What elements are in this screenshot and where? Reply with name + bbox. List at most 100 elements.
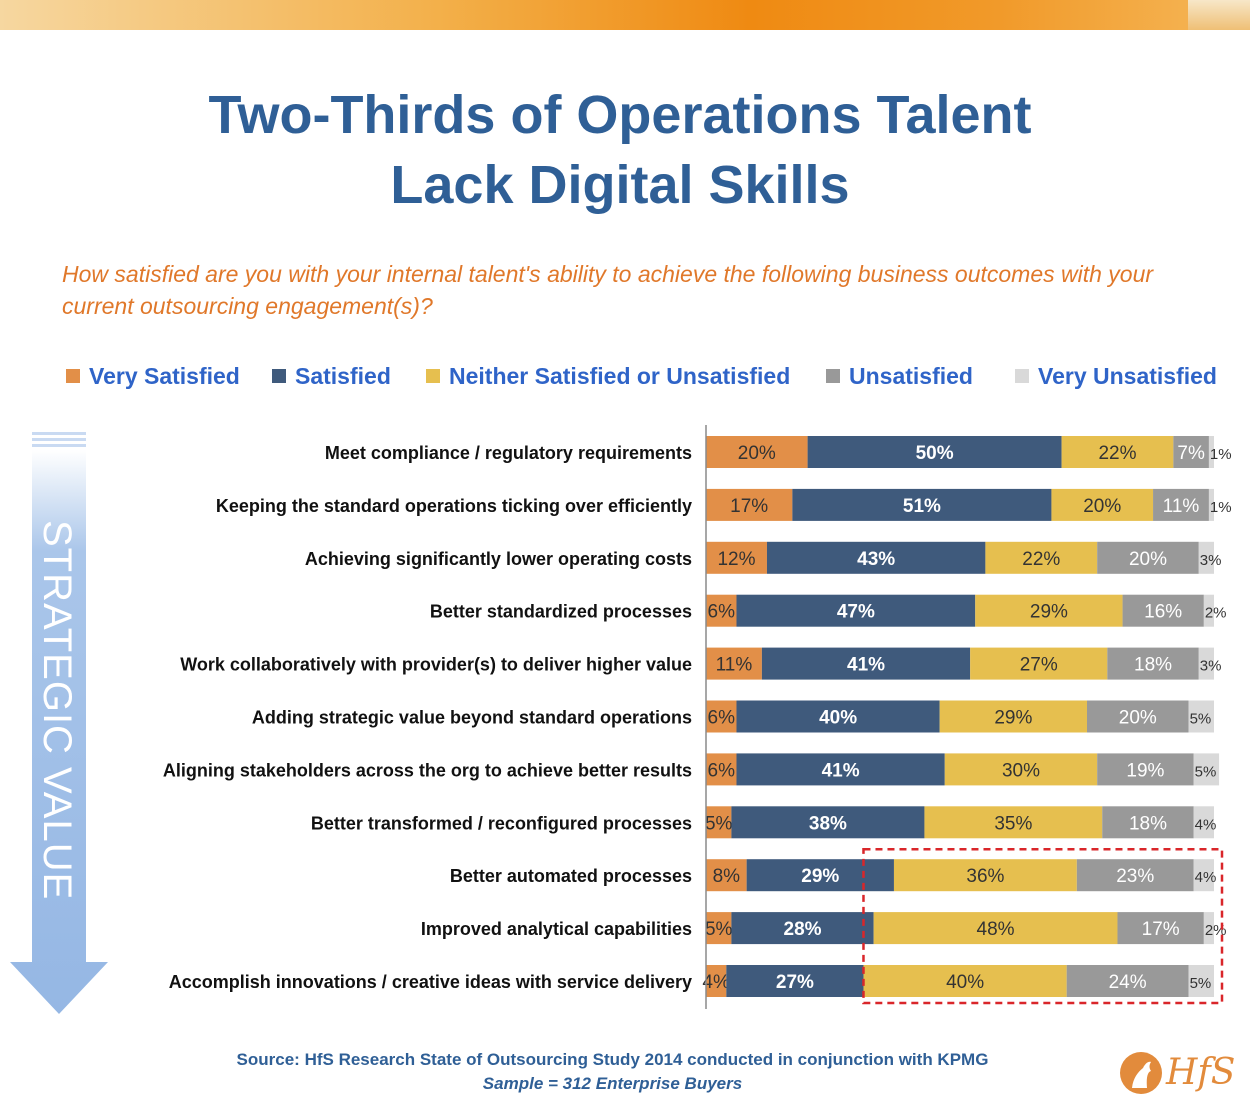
bar-segment	[1208, 436, 1214, 468]
bar-segment	[731, 912, 874, 945]
data-label: 29%	[801, 866, 839, 887]
bar-segment	[1173, 436, 1209, 468]
data-label: 12%	[717, 549, 755, 570]
data-label: 17%	[1142, 919, 1180, 940]
bar-segment	[1203, 912, 1214, 945]
data-label: 48%	[977, 919, 1015, 940]
legend-item: Satisfied	[272, 360, 391, 392]
legend-item: Unsatisfied	[826, 360, 973, 392]
bar-segment	[939, 700, 1087, 733]
data-label: 38%	[809, 813, 847, 834]
data-label: 4%	[1195, 869, 1217, 886]
data-label: 24%	[1109, 972, 1147, 993]
legend-swatch	[1015, 369, 1029, 383]
bar-segment	[1051, 488, 1154, 521]
bar-segment	[706, 859, 747, 892]
bar-segment	[736, 753, 945, 786]
bar-segment	[924, 806, 1103, 839]
legend-swatch	[426, 369, 440, 383]
bar-segment	[970, 647, 1108, 680]
data-label: 27%	[776, 972, 814, 993]
data-label: 17%	[730, 496, 768, 517]
bar-segment	[1117, 912, 1204, 945]
data-label: 36%	[966, 866, 1004, 887]
bar-segment	[706, 806, 732, 839]
page-title: Two-Thirds of Operations Talent Lack Dig…	[0, 80, 1240, 220]
bar-segment	[706, 436, 808, 468]
highlight-box	[862, 847, 1224, 1005]
hfs-logo-mark-icon	[1120, 1052, 1162, 1094]
bar-segment	[1066, 965, 1189, 997]
data-label: 40%	[819, 708, 857, 729]
bar-segment	[1087, 700, 1189, 733]
category-label: Adding strategic value beyond standard o…	[252, 708, 692, 728]
bar-segment	[706, 753, 737, 786]
legend-item: Neither Satisfied or Unsatisfied	[426, 360, 790, 392]
bar-segment	[1193, 753, 1220, 786]
legend-label: Very Satisfied	[89, 362, 240, 389]
legend-label: Very Unsatisfied	[1038, 362, 1217, 389]
legend-swatch	[272, 369, 286, 383]
data-label: 1%	[1210, 499, 1232, 516]
bar-segment	[1076, 859, 1194, 892]
bar-segment	[1193, 806, 1214, 839]
bar-segment	[746, 859, 894, 892]
legend-label: Unsatisfied	[849, 362, 973, 389]
legend-swatch	[66, 369, 80, 383]
data-label: 1%	[1210, 446, 1232, 463]
data-label: 43%	[857, 549, 895, 570]
category-label: Better standardized processes	[430, 602, 692, 622]
legend-item: Very Satisfied	[66, 360, 240, 392]
data-label: 5%	[705, 919, 733, 940]
bar-segment	[706, 541, 767, 574]
data-label: 2%	[1205, 922, 1227, 939]
top-banner	[0, 0, 1250, 30]
data-label: 3%	[1200, 658, 1222, 675]
bar-segment	[1153, 488, 1209, 521]
data-label: 51%	[903, 496, 941, 517]
top-banner-cap	[1188, 0, 1250, 30]
category-label: Better automated processes	[450, 866, 692, 886]
category-label: Aligning stakeholders across the org to …	[163, 760, 692, 780]
data-label: 4%	[1195, 816, 1217, 833]
data-label: 50%	[916, 443, 954, 464]
bar-segment	[736, 594, 976, 627]
legend-label: Satisfied	[295, 362, 391, 389]
category-label: Accomplish innovations / creative ideas …	[169, 972, 692, 992]
bar-segment	[944, 753, 1098, 786]
data-label: 29%	[1030, 602, 1068, 623]
bar-segment	[863, 965, 1067, 997]
strategic-value-arrow	[10, 432, 108, 1014]
strategic-value-label: STRATEGIC VALUE	[35, 520, 79, 901]
data-label: 27%	[1020, 655, 1058, 676]
category-label: Achieving significantly lower operating …	[305, 549, 692, 569]
title-line-1: Two-Thirds of Operations Talent	[208, 85, 1032, 145]
bar-segment	[1188, 700, 1214, 733]
data-label: 35%	[994, 813, 1032, 834]
bar-segment	[1203, 594, 1214, 627]
survey-question: How satisfied are you with your internal…	[62, 261, 1154, 319]
hfs-logo: HfS	[1118, 1050, 1238, 1096]
data-label: 4%	[702, 972, 730, 993]
data-label: 41%	[847, 655, 885, 676]
bar-segment	[706, 965, 727, 997]
stacked-bar-chart: Meet compliance / regulatory requirement…	[163, 425, 1232, 1009]
bar-segment	[706, 700, 737, 733]
data-label: 20%	[1119, 708, 1157, 729]
data-label: 5%	[705, 813, 733, 834]
category-label: Keeping the standard operations ticking …	[216, 496, 692, 516]
source-note: Source: HfS Research State of Outsourcin…	[236, 1050, 989, 1069]
data-label: 30%	[1002, 760, 1040, 781]
legend-swatch	[826, 369, 840, 383]
bar-segment	[1107, 647, 1199, 680]
title-line-2: Lack Digital Skills	[390, 155, 850, 215]
category-label: Better transformed / reconfigured proces…	[311, 813, 692, 833]
bar-segment	[706, 594, 737, 627]
data-label: 5%	[1190, 975, 1212, 992]
data-label: 6%	[708, 760, 736, 781]
bar-segment	[792, 488, 1052, 521]
data-label: 20%	[1083, 496, 1121, 517]
bar-segment	[736, 700, 940, 733]
hfs-logo-text: HfS	[1166, 1052, 1236, 1093]
bar-segment	[807, 436, 1062, 468]
